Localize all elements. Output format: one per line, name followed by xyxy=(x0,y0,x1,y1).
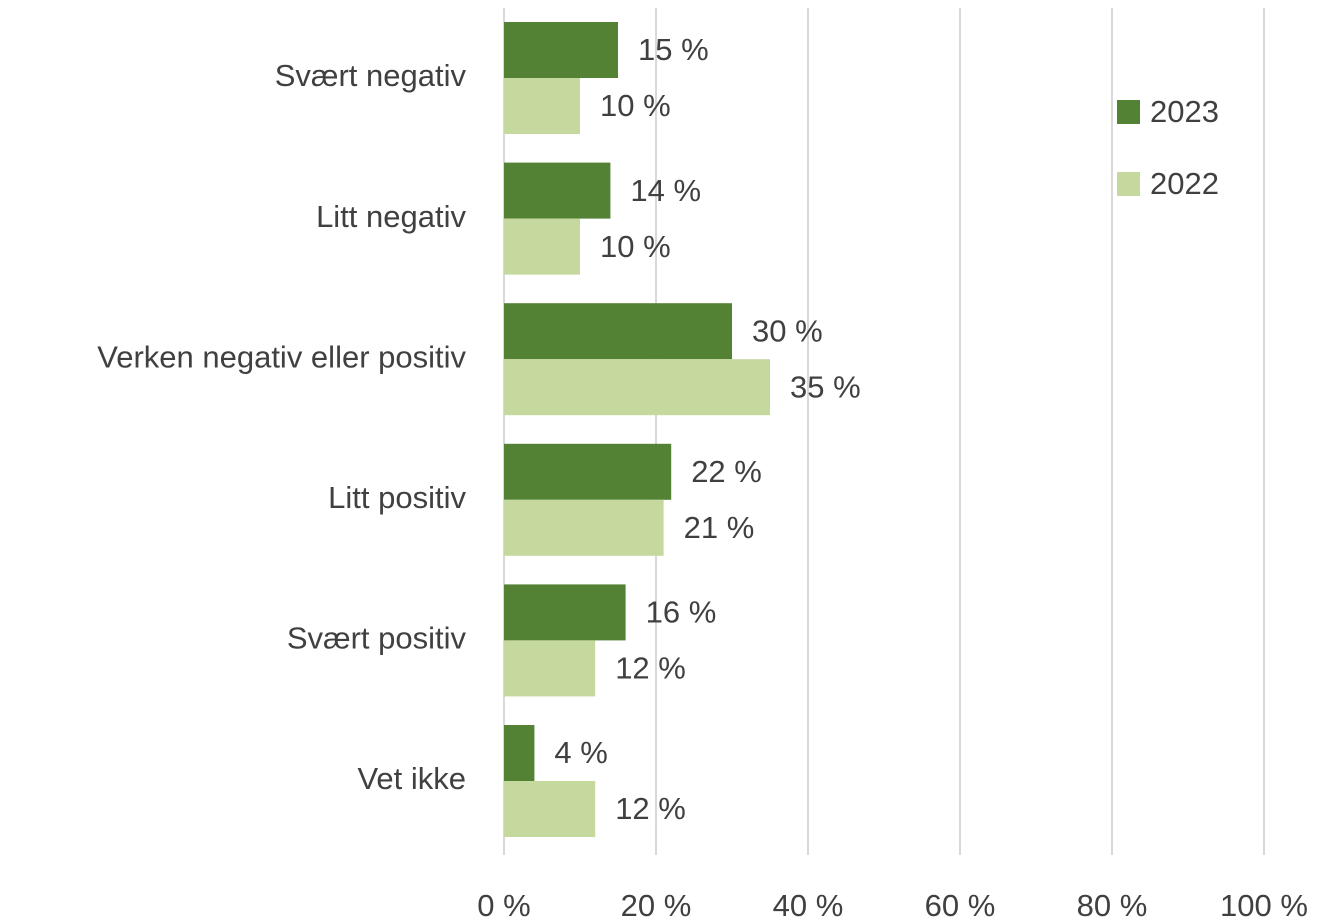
y-tick-label: Svært negativ xyxy=(275,58,467,93)
value-label: 21 % xyxy=(684,510,755,545)
bar xyxy=(504,781,596,837)
value-label: 16 % xyxy=(646,595,717,630)
bar xyxy=(504,499,664,556)
value-label: 35 % xyxy=(790,369,861,404)
y-tick-label: Litt negativ xyxy=(316,199,466,234)
value-label: 15 % xyxy=(638,32,709,67)
value-label: 12 % xyxy=(615,651,686,686)
y-tick-label: Verken negativ eller positiv xyxy=(97,339,466,374)
bar xyxy=(504,162,611,219)
x-tick-label: 0 % xyxy=(477,888,530,923)
bar xyxy=(504,443,672,500)
bar xyxy=(504,303,732,360)
value-label: 10 % xyxy=(600,88,671,123)
x-tick-label: 100 % xyxy=(1220,888,1308,923)
bar xyxy=(504,78,580,134)
legend-swatch xyxy=(1117,172,1140,196)
legend-label: 2022 xyxy=(1150,166,1219,201)
value-label: 30 % xyxy=(752,313,823,348)
y-tick-label: Vet ikke xyxy=(357,761,466,796)
x-tick-label: 20 % xyxy=(621,888,692,923)
value-label: 14 % xyxy=(630,173,701,208)
bar xyxy=(504,584,626,641)
y-tick-label: Svært positiv xyxy=(287,621,467,656)
x-tick-label: 40 % xyxy=(773,888,844,923)
bar xyxy=(504,22,618,78)
bar xyxy=(504,359,770,416)
x-tick-label: 60 % xyxy=(925,888,996,923)
x-tick-label: 80 % xyxy=(1077,888,1148,923)
bar xyxy=(504,640,596,697)
bar xyxy=(504,218,580,275)
value-label: 4 % xyxy=(554,735,607,770)
value-label: 10 % xyxy=(600,229,671,264)
legend-swatch xyxy=(1117,100,1140,124)
value-label: 12 % xyxy=(615,791,686,826)
bar xyxy=(504,725,535,781)
y-tick-label: Litt positiv xyxy=(328,480,466,515)
value-label: 22 % xyxy=(691,454,762,489)
legend-label: 2023 xyxy=(1150,94,1219,129)
